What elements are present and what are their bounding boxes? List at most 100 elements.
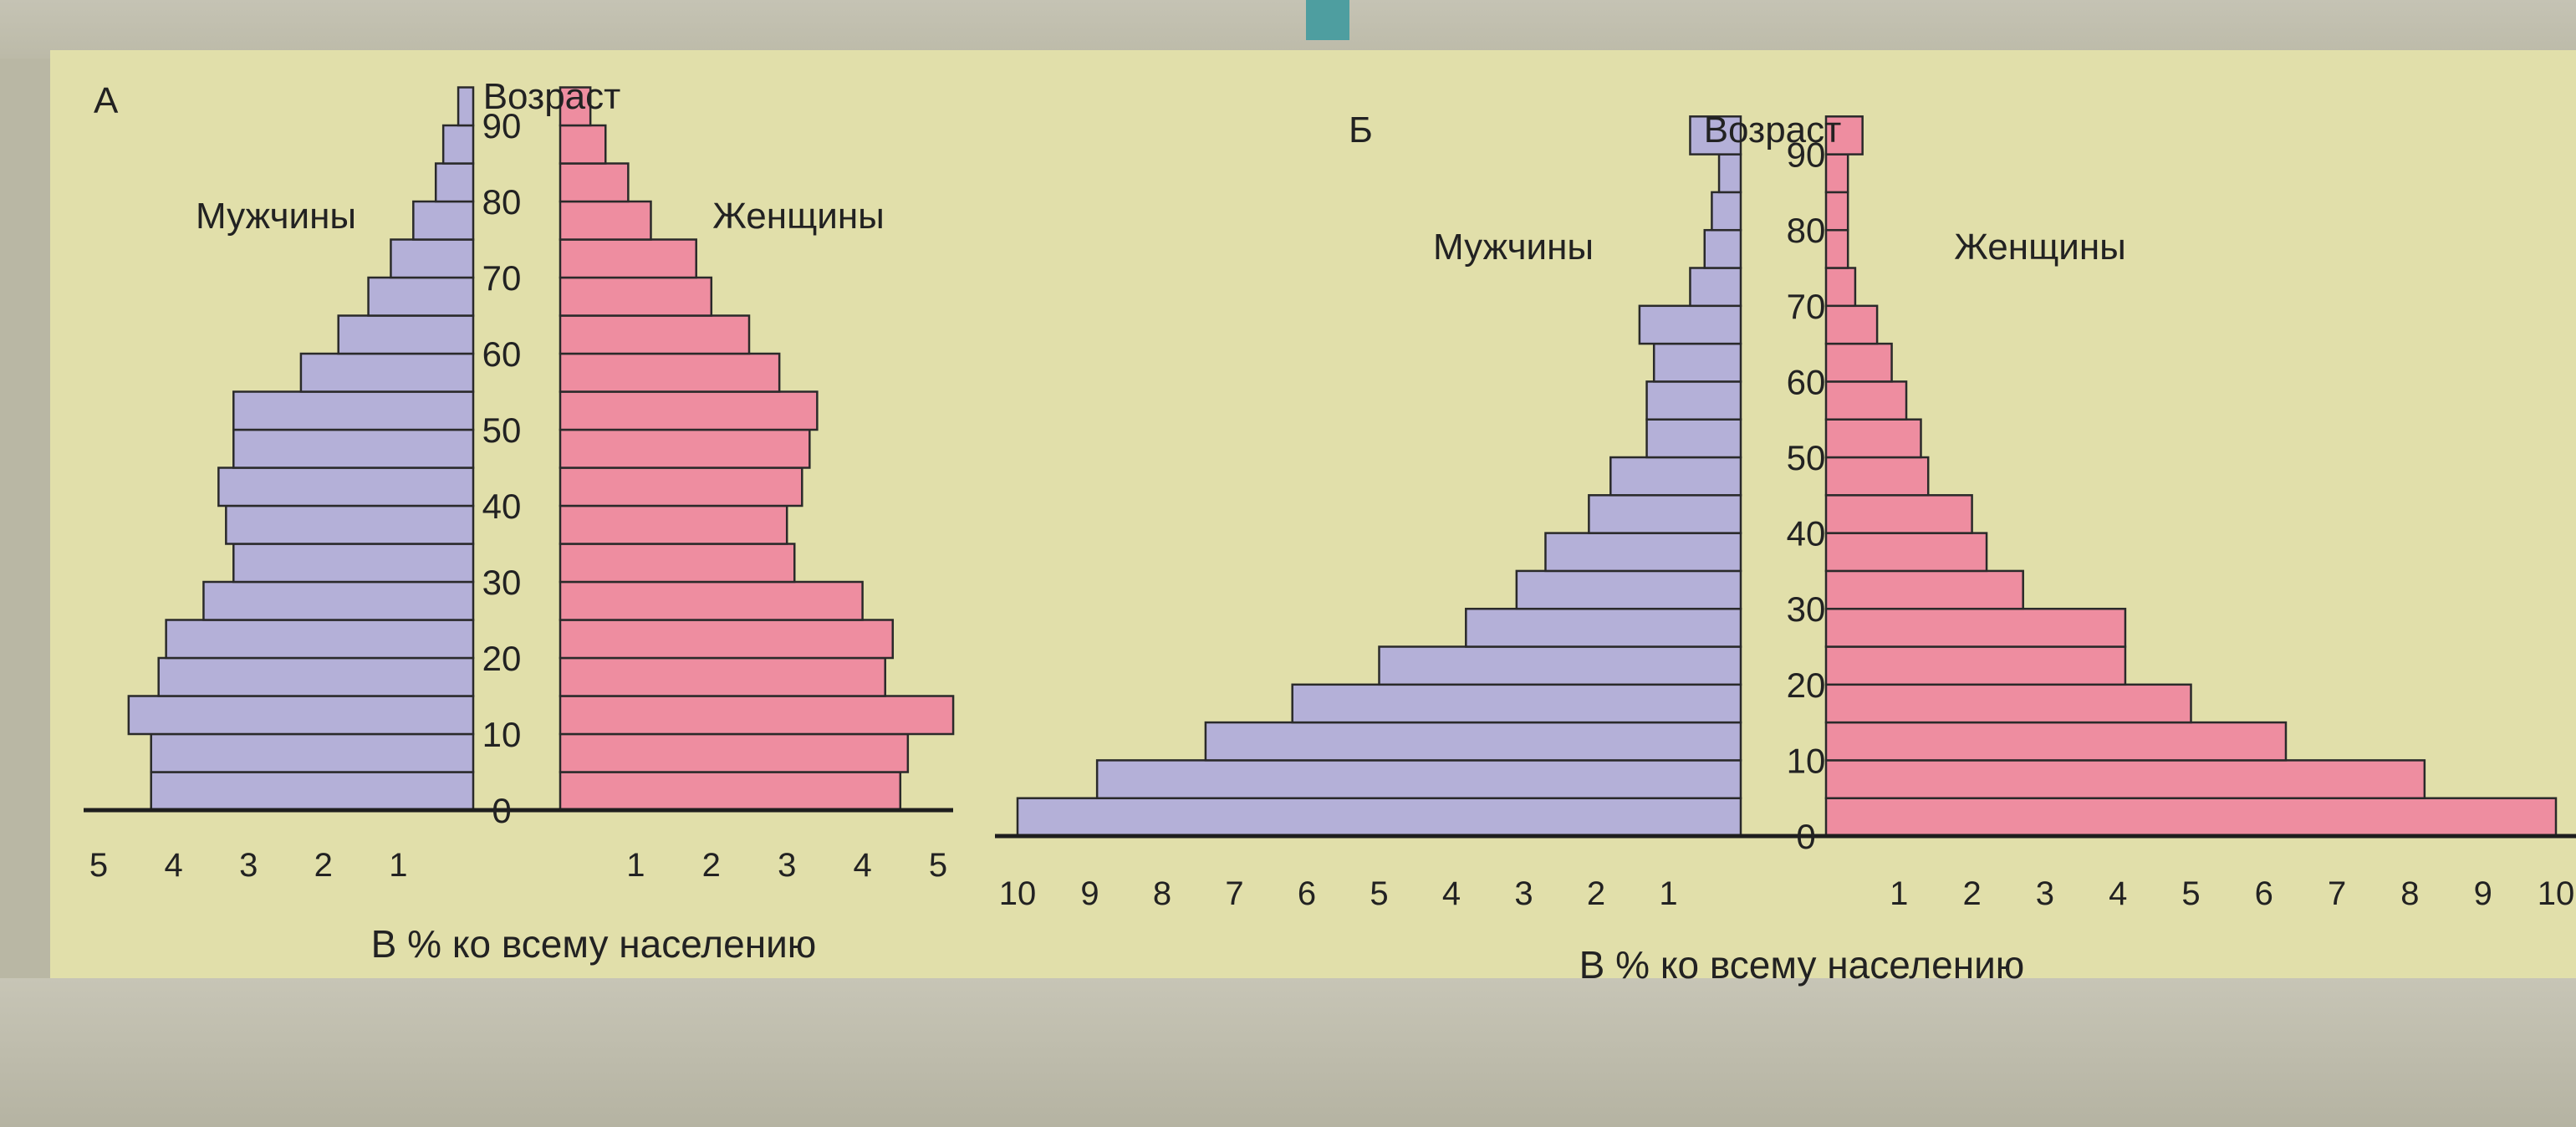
female-bar-90+ [1824,115,1864,156]
female-bar-75-79 [559,200,652,241]
male-bar-0-4 [1016,797,1742,838]
male-bar-65-69 [367,276,475,317]
female-bar-35-39 [559,504,788,545]
female-bar-20-24 [1824,645,2127,686]
female-bar-50-54 [559,390,819,431]
female-bar-65-69 [1824,304,1879,345]
female-bar-25-29 [559,580,864,621]
female-bar-20-24 [559,619,895,660]
female-bar-70-74 [559,238,697,279]
male-bar-5-9 [1095,759,1742,799]
male-bar-10-14 [1204,721,1742,762]
age-tick-label: 70 [482,258,522,298]
age-tick-label: 30 [482,563,522,602]
female-bar-30-34 [559,543,796,584]
pyramid-b: 0 10 20 30 40 50 60 70 80 90 10 9 8 7 6 5 4 3 2 1 1 2 3 4 5 6 7 8 9 1… [995,110,2576,987]
female-bar-70-74 [1824,267,1857,308]
male-bar-60-64 [1652,342,1742,383]
female-bar-5-9 [559,732,910,773]
book-page-header-strip [0,0,2576,59]
female-bar-75-79 [1824,228,1849,269]
female-x-tick-label: 4 [853,847,871,884]
age-tick-label: 50 [1787,438,1826,477]
male-x-tick-label: 5 [1370,875,1388,912]
header-color-tab [1306,0,1349,40]
male-bar-35-39 [1544,532,1742,573]
female-bar-55-59 [1824,380,1908,421]
male-bar-55-59 [299,352,475,393]
age-tick-label: 20 [482,639,522,678]
female-x-tick-label: 1 [1890,875,1908,912]
book-page-footer-strip [0,978,2576,1127]
female-x-tick-label: 4 [2109,875,2127,912]
male-bar-30-34 [232,543,475,584]
female-bar-65-69 [559,276,713,317]
female-bar-25-29 [1824,607,2127,648]
male-bar-80-84 [434,162,475,203]
age-tick-label: 40 [1787,514,1826,553]
age-tick-label: 0 [1796,817,1815,856]
age-tick-label: 30 [1787,589,1826,629]
male-x-tick-label: 9 [1080,875,1099,912]
female-bar-5-9 [1824,759,2426,799]
female-bar-60-64 [1824,342,1893,383]
male-x-tick-label: 10 [999,875,1037,912]
male-x-tick-label: 8 [1153,875,1171,912]
male-bar-55-59 [1645,380,1742,421]
female-bar-45-49 [1824,456,1930,497]
male-bar-15-19 [1291,683,1742,724]
age-tick-label: 60 [482,334,522,374]
female-x-tick-label: 1 [626,847,645,884]
male-bar-5-9 [150,732,475,773]
male-bar-85-89 [1717,153,1742,194]
female-bar-45-49 [559,428,811,469]
age-tick-label: 40 [482,487,522,526]
male-series-label: Мужчины [196,196,356,237]
male-x-tick-label: 6 [1298,875,1316,912]
female-x-tick-label: 3 [2036,875,2054,912]
female-bar-80-84 [1824,191,1849,232]
female-x-tick-label: 5 [929,847,947,884]
female-bar-85-89 [559,124,607,165]
female-x-tick-label: 10 [2538,875,2575,912]
female-bar-15-19 [1824,683,2192,724]
female-bar-40-44 [559,467,803,507]
male-bar-90+ [457,86,475,127]
age-tick-label: 90 [1787,135,1826,175]
female-x-tick-label: 7 [2328,875,2346,912]
age-tick-label: 50 [482,411,522,450]
female-x-tick-label: 8 [2400,875,2419,912]
male-bar-60-64 [337,314,475,355]
male-bar-20-24 [1378,645,1742,686]
age-tick-label: 10 [482,715,522,754]
male-bar-90+ [1689,115,1742,156]
female-x-tick-label: 9 [2474,875,2492,912]
age-tick-label: 10 [1787,741,1826,780]
female-bar-90+ [559,86,592,127]
male-x-tick-label: 1 [1659,875,1677,912]
female-series-label: Женщины [1954,227,2126,268]
age-tick-label: 80 [482,182,522,222]
panel-letter: А [94,80,119,121]
male-bar-40-44 [1588,494,1742,534]
x-axis-title: В % ко всему населению [1579,943,2025,987]
female-bar-0-4 [559,771,902,812]
female-x-tick-label: 6 [2255,875,2273,912]
male-bar-20-24 [165,619,475,660]
male-x-tick-label: 2 [314,847,333,884]
female-bar-80-84 [559,162,630,203]
female-x-tick-label: 2 [702,847,721,884]
male-bar-35-39 [225,504,475,545]
female-series-label: Женщины [712,196,885,237]
male-x-tick-label: 4 [1442,875,1461,912]
male-bar-75-79 [412,200,475,241]
male-bar-65-69 [1638,304,1742,345]
male-bar-70-74 [390,238,475,279]
age-tick-label: 60 [1787,362,1826,401]
male-bar-15-19 [157,656,475,697]
male-x-tick-label: 3 [1514,875,1533,912]
male-bar-25-29 [1465,607,1742,648]
male-bar-10-14 [127,695,475,736]
age-tick-label: 0 [492,791,511,830]
